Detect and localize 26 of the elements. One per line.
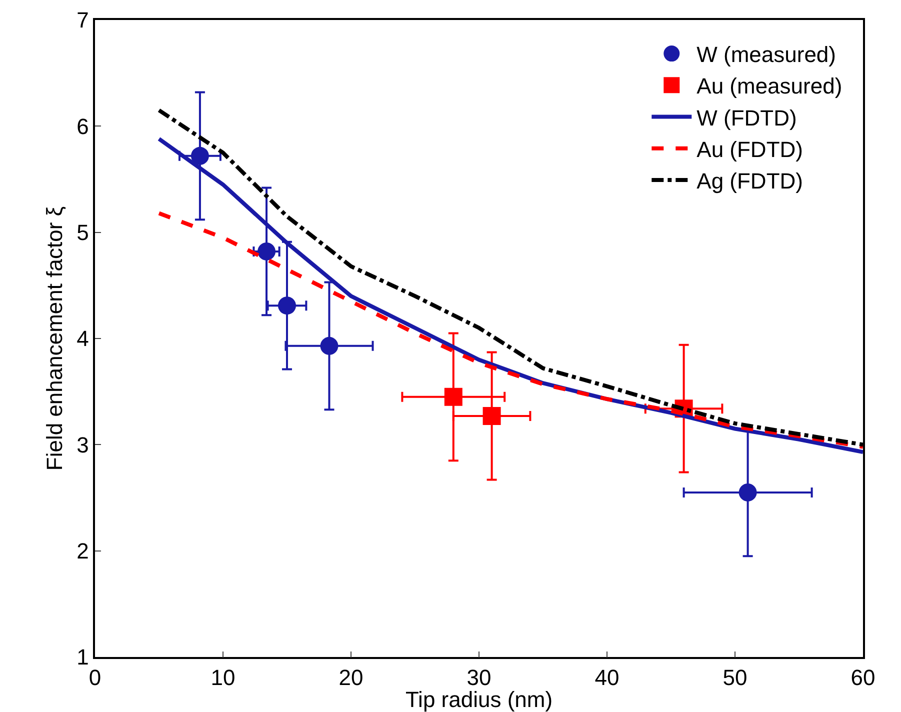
y-tick-label: 3 [76, 432, 89, 458]
legend-label: Ag (FDTD) [696, 168, 803, 194]
x-tick-label: 60 [850, 665, 876, 690]
y-tick-label: 2 [76, 538, 89, 564]
legend-label: Au (FDTD) [696, 136, 803, 162]
point [482, 407, 501, 425]
y-tick-label: 4 [76, 326, 89, 352]
x-tick-label: 50 [722, 665, 748, 690]
x-tick-label: 10 [210, 665, 236, 690]
point [278, 296, 296, 315]
legend-label: W (FDTD) [696, 105, 797, 130]
y-tick-label: 7 [76, 8, 89, 33]
point [190, 146, 209, 165]
point [258, 242, 276, 260]
point [320, 336, 338, 355]
x-tick-label: 40 [594, 665, 620, 690]
y-tick-label: 5 [76, 220, 89, 246]
point [444, 388, 462, 406]
x-tick-label: 0 [88, 665, 102, 690]
y-tick-label: 1 [76, 644, 89, 670]
x-tick-label: 20 [338, 665, 364, 690]
legend-label: Au (measured) [696, 74, 842, 99]
y-tick-label: 6 [76, 114, 89, 139]
point [738, 483, 757, 502]
y-axis-title: Field enhancement factor ξ [42, 206, 67, 471]
legend-label: W (measured) [696, 42, 836, 68]
